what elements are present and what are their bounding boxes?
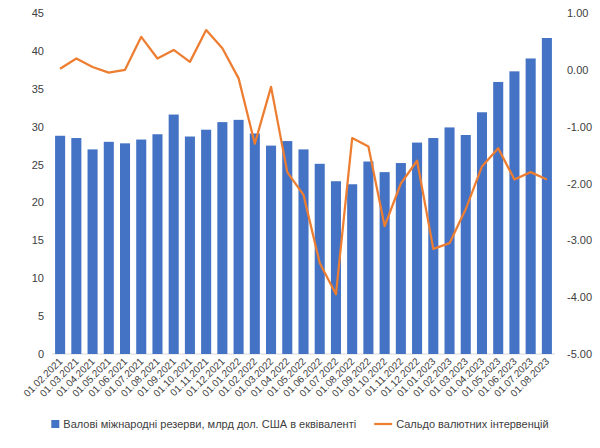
bar <box>88 149 98 354</box>
bar <box>120 143 130 354</box>
y2-tick-label: 1.00 <box>567 7 588 19</box>
bar <box>380 172 390 354</box>
y2-tick-label: -2.00 <box>567 178 592 190</box>
bar <box>493 82 503 354</box>
bar <box>71 138 81 354</box>
y-tick-label: 10 <box>32 272 44 284</box>
legend: Валові міжнародні резерви, млрд дол. США… <box>51 418 548 430</box>
y-tick-label: 0 <box>38 348 44 360</box>
y2-tick-label: -3.00 <box>567 234 592 246</box>
legend-swatch <box>374 423 392 425</box>
y-tick-label: 30 <box>32 121 44 133</box>
bar <box>55 136 65 354</box>
bar <box>477 112 487 354</box>
bar <box>169 115 179 354</box>
bar <box>250 133 260 354</box>
bar <box>542 38 552 354</box>
bar <box>298 149 308 354</box>
legend-label: Валові міжнародні резерви, млрд дол. США… <box>63 418 356 430</box>
x-tick-label: 01.08.2023 <box>508 355 551 398</box>
legend-label: Сальдо валютних інтервенцій <box>396 418 548 430</box>
bar <box>526 58 536 354</box>
bar <box>217 122 227 354</box>
bar <box>185 137 195 354</box>
bar <box>347 184 357 354</box>
bar <box>152 134 162 354</box>
bar <box>136 140 146 354</box>
bar <box>266 146 276 354</box>
bar <box>509 71 519 354</box>
legend-item: Валові міжнародні резерви, млрд дол. США… <box>51 418 356 430</box>
y2-tick-label: 0.00 <box>567 64 588 76</box>
legend-item: Сальдо валютних інтервенцій <box>374 418 548 430</box>
y2-tick-label: -4.00 <box>567 291 592 303</box>
y-tick-label: 45 <box>32 7 44 19</box>
plot-area <box>55 30 552 354</box>
bar <box>461 135 471 354</box>
y-tick-label: 15 <box>32 234 44 246</box>
y-tick-label: 25 <box>32 159 44 171</box>
bar <box>234 120 244 354</box>
line <box>60 30 547 294</box>
y-tick-label: 35 <box>32 83 44 95</box>
bar <box>104 142 114 354</box>
bar <box>201 130 211 354</box>
y2-tick-label: -1.00 <box>567 121 592 133</box>
chart: 0 5 10 15 20 25 30 35 40 45 1.00 0.00 -1.00 -2.00 -3.0… <box>0 0 600 448</box>
y-tick-label: 20 <box>32 196 44 208</box>
bar <box>363 162 373 354</box>
y2-tick-label: -5.00 <box>567 348 592 360</box>
y-tick-label: 40 <box>32 45 44 57</box>
y-tick-label: 5 <box>38 310 44 322</box>
legend-swatch <box>51 420 59 428</box>
